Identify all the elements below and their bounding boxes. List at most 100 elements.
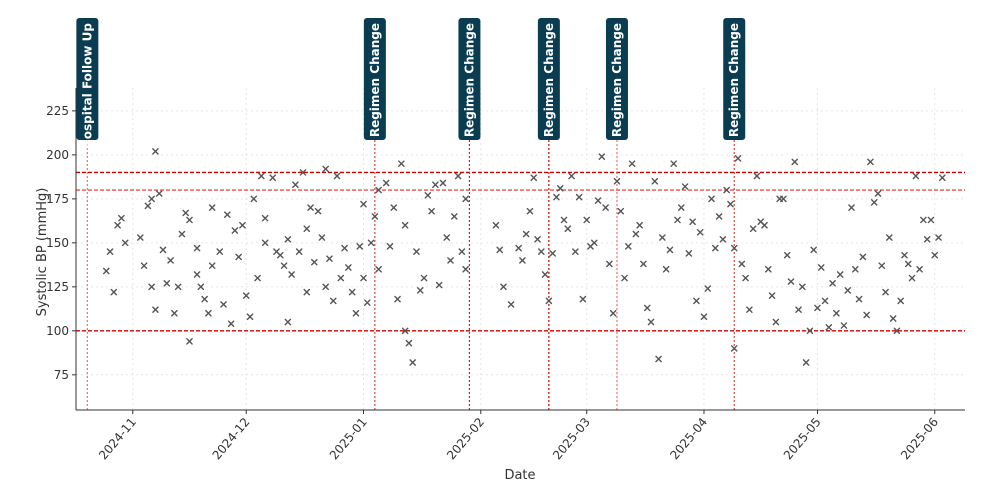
event-label-text: Regimen Change bbox=[727, 23, 741, 137]
data-point bbox=[764, 265, 772, 273]
data-point bbox=[927, 216, 935, 224]
data-point bbox=[727, 200, 734, 208]
data-point bbox=[613, 177, 621, 185]
y-axis-title: Systolic BP (mmHg) bbox=[35, 188, 50, 317]
data-point bbox=[730, 244, 738, 252]
data-point bbox=[598, 153, 606, 160]
x-tick-label: 2025-04 bbox=[667, 415, 710, 462]
data-point bbox=[193, 244, 201, 252]
data-point bbox=[742, 274, 749, 282]
data-point bbox=[318, 234, 326, 241]
data-point bbox=[912, 172, 920, 180]
event-labels: Hospital Follow Up Regimen Change Regimen … bbox=[76, 18, 746, 149]
data-point bbox=[617, 207, 625, 215]
data-point bbox=[159, 246, 167, 254]
data-point bbox=[753, 172, 761, 180]
data-point bbox=[284, 236, 292, 243]
event-label: Regimen Change bbox=[363, 18, 386, 140]
data-point bbox=[458, 248, 466, 255]
event-label-text: Regimen Change bbox=[462, 23, 476, 137]
data-point bbox=[193, 271, 201, 278]
data-point bbox=[806, 327, 814, 335]
data-point bbox=[367, 239, 375, 247]
reference-lines bbox=[76, 171, 965, 332]
data-point bbox=[288, 271, 295, 278]
y-tick-label: 225 bbox=[46, 104, 69, 118]
event-label: Regimen Change bbox=[537, 18, 560, 140]
data-point bbox=[553, 193, 560, 201]
data-point bbox=[545, 297, 553, 305]
data-point bbox=[492, 221, 500, 229]
data-point bbox=[394, 295, 401, 303]
data-point bbox=[636, 221, 643, 229]
data-point bbox=[715, 213, 723, 220]
data-point bbox=[140, 262, 148, 270]
y-tick-label: 125 bbox=[46, 280, 69, 294]
data-point bbox=[935, 234, 942, 241]
data-point bbox=[398, 160, 405, 167]
data-point bbox=[326, 255, 333, 262]
x-axis-title: Date bbox=[504, 468, 535, 483]
data-point bbox=[575, 193, 583, 201]
data-point bbox=[522, 230, 530, 238]
data-point bbox=[148, 283, 155, 291]
x-tick-label: 2024-12 bbox=[210, 415, 253, 462]
data-point bbox=[235, 253, 242, 261]
data-point bbox=[874, 190, 882, 197]
data-point bbox=[322, 165, 329, 173]
data-point bbox=[276, 251, 284, 259]
data-point bbox=[360, 200, 367, 208]
data-point bbox=[443, 234, 451, 241]
data-points bbox=[102, 148, 946, 366]
data-point bbox=[424, 192, 432, 199]
data-point bbox=[602, 204, 609, 211]
data-point bbox=[677, 204, 685, 211]
data-point bbox=[855, 295, 863, 303]
grid bbox=[76, 88, 965, 410]
y-tick-label: 175 bbox=[46, 192, 69, 206]
data-point bbox=[840, 322, 848, 329]
data-point bbox=[893, 327, 901, 335]
data-point bbox=[870, 199, 878, 206]
data-point bbox=[625, 243, 632, 250]
data-point bbox=[500, 283, 507, 291]
data-point bbox=[356, 243, 364, 250]
data-point bbox=[435, 281, 443, 289]
data-point bbox=[401, 221, 409, 229]
data-point bbox=[371, 213, 379, 220]
data-point bbox=[201, 295, 208, 303]
data-point bbox=[821, 297, 829, 305]
data-point bbox=[182, 209, 190, 217]
data-point bbox=[606, 260, 613, 268]
y-tick-label: 75 bbox=[54, 368, 69, 382]
y-tick-label: 100 bbox=[46, 324, 69, 338]
data-point bbox=[292, 181, 299, 189]
data-point bbox=[609, 309, 617, 317]
data-point bbox=[311, 258, 318, 266]
data-point bbox=[689, 218, 696, 226]
data-point bbox=[360, 274, 367, 282]
data-point bbox=[939, 174, 946, 182]
event-label-text: Regimen Change bbox=[368, 23, 382, 137]
data-point bbox=[439, 179, 447, 187]
data-point bbox=[908, 274, 916, 282]
data-point bbox=[454, 172, 462, 180]
data-point bbox=[280, 262, 288, 270]
event-label-box bbox=[363, 18, 386, 140]
data-point bbox=[227, 320, 235, 328]
data-point bbox=[802, 359, 810, 366]
event-label: Regimen Change bbox=[605, 18, 628, 140]
data-point bbox=[628, 160, 636, 167]
data-point bbox=[345, 264, 352, 271]
data-point bbox=[261, 239, 269, 247]
data-point bbox=[666, 246, 674, 254]
data-point bbox=[564, 225, 572, 233]
data-point bbox=[836, 271, 844, 278]
data-point bbox=[817, 264, 825, 271]
event-label-text: Regimen Change bbox=[610, 23, 624, 137]
data-point bbox=[780, 195, 787, 203]
data-point bbox=[167, 257, 174, 264]
data-point bbox=[787, 278, 795, 285]
data-point bbox=[261, 214, 269, 222]
